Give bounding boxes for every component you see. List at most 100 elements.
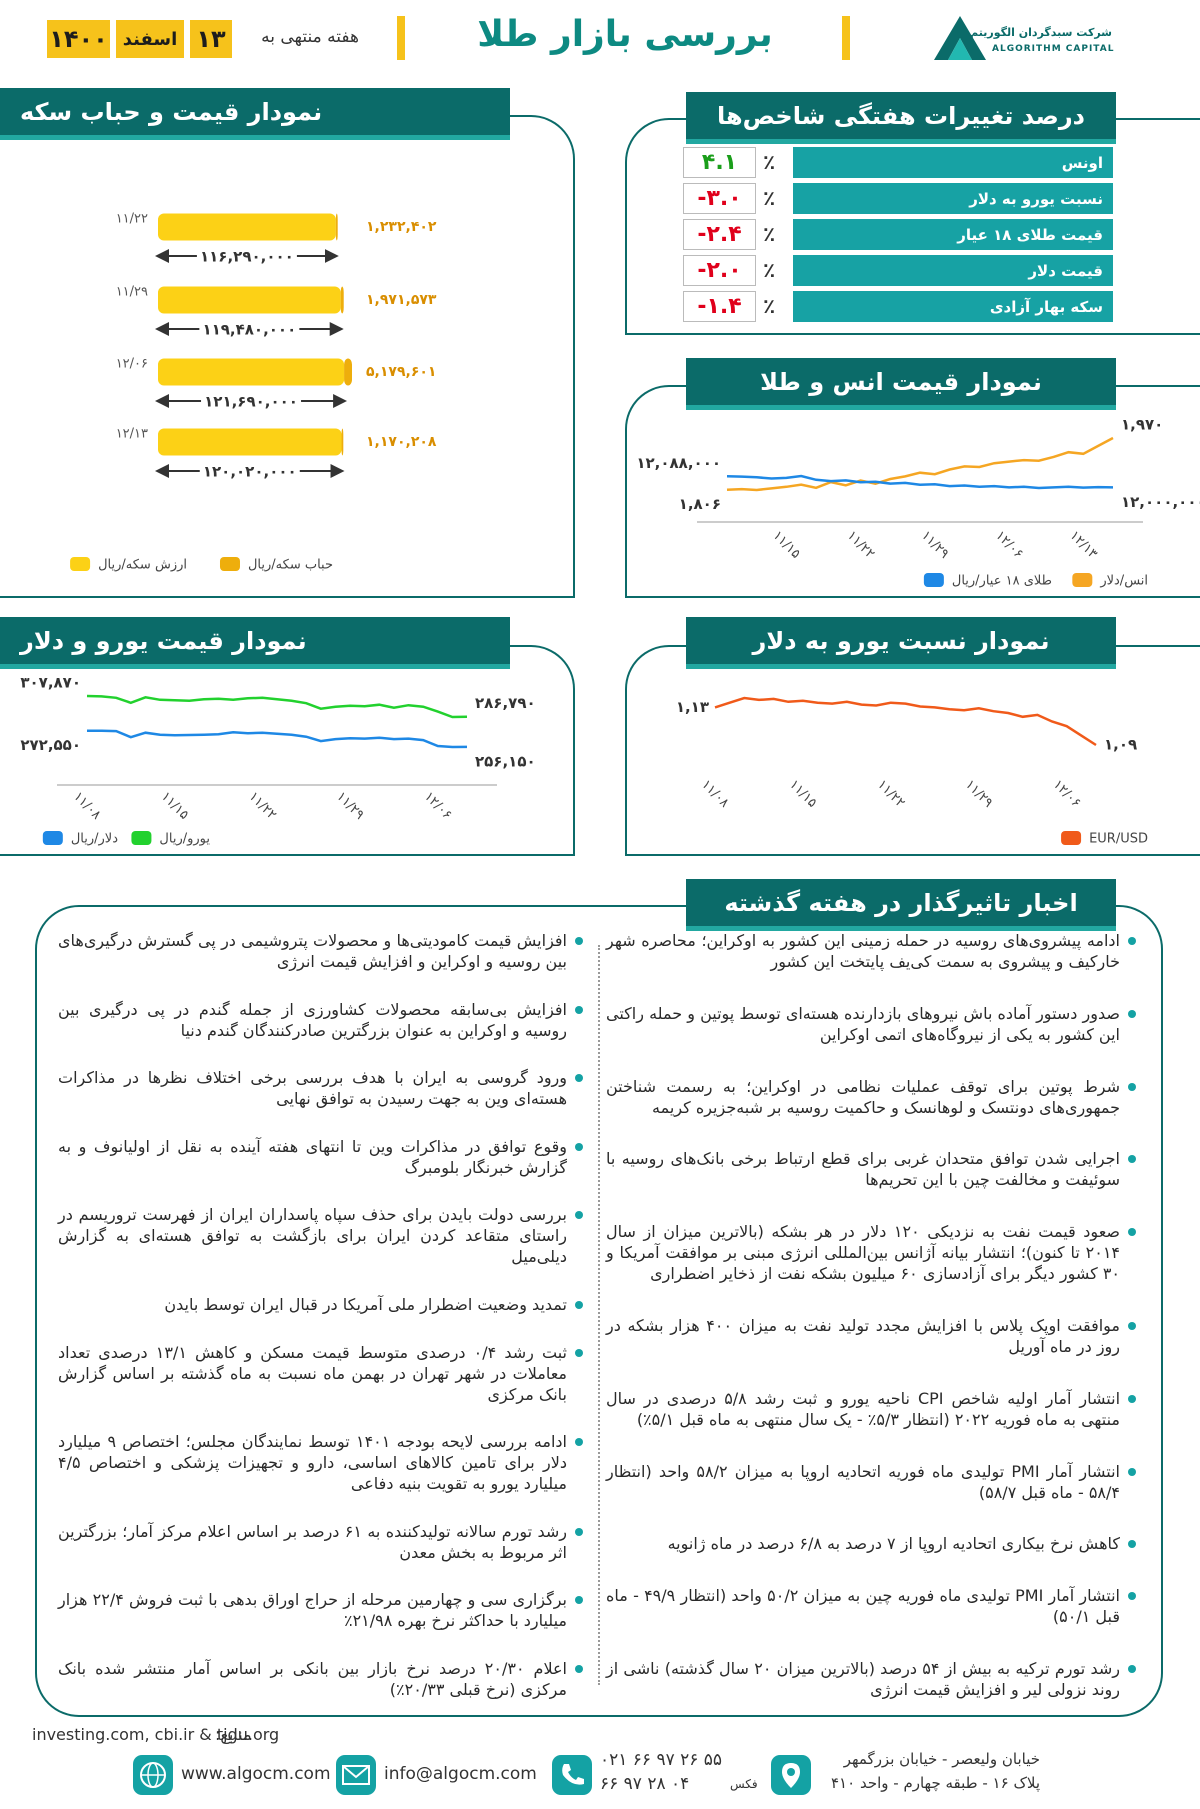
address: پلاک ۱۶ - طبقه چهارم - واحد ۴۱۰ (831, 1774, 1040, 1792)
news-item: کاهش نرخ بیکاری اتحادیه اروپا از ۷ درصد … (606, 1533, 1136, 1554)
index-unit: ٪ (763, 186, 776, 210)
phone-icon (552, 1755, 592, 1795)
web-icon (133, 1755, 173, 1795)
bullet (575, 1300, 583, 1309)
website[interactable]: www.algocm.com (181, 1764, 331, 1784)
section-tab: درصد تغییرات هفتگی شاخص‌ها (686, 92, 1116, 144)
index-name: نسبت یورو به دلار (793, 183, 1113, 214)
divider (842, 16, 850, 60)
news-item: افزایش بی‌سابقه محصولات کشاورزی از جمله … (58, 999, 583, 1041)
bullet (1128, 1540, 1136, 1549)
index-name: قیمت طلای ۱۸ عیار (793, 219, 1113, 250)
news-item: اجرایی شدن توافق متحدان غربی برای قطع ار… (606, 1148, 1136, 1190)
index-unit: ٪ (763, 150, 776, 174)
page-title: بررسی بازار طلا (477, 14, 773, 55)
news-text: شرط پوتین برای توقف عملیات نظامی در اوکر… (606, 1076, 1120, 1117)
news-text: ثبت رشد ۰/۴ درصدی متوسط قیمت مسکن و کاهش… (58, 1342, 567, 1404)
week-label: هفته منتهی به (261, 27, 359, 47)
ounce-panel (625, 385, 1200, 598)
company-name: شرکت سبدگردان الگوریتم (970, 26, 1112, 39)
news-text: وقوع توافق در مذاکرات وین تا انتهای هفته… (58, 1136, 567, 1177)
index-unit: ٪ (763, 294, 776, 318)
news-item: شرط پوتین برای توقف عملیات نظامی در اوکر… (606, 1076, 1136, 1118)
news-item: صدور دستور آماده باش نیروهای بازدارنده ه… (606, 1003, 1136, 1045)
fax: ۶۶ ۹۷ ۲۸ ۰۴ (600, 1774, 690, 1794)
news-item: ورود گروسی به ایران با هدف بررسی برخی اخ… (58, 1067, 583, 1109)
section-tab: اخبار تاثیرگذار در هفته گذشته (686, 879, 1116, 931)
company-name-en: ALGORITHM CAPITAL (992, 44, 1115, 54)
column-separator (598, 945, 600, 1685)
bullet (575, 1596, 583, 1605)
index-name: قیمت دلار (793, 255, 1113, 286)
bullet (1128, 1155, 1136, 1164)
bullet (575, 1074, 583, 1083)
index-unit: ٪ (763, 222, 776, 246)
news-item: اعلام ۲۰/۳۰ درصد نرخ بازار بین بانکی بر … (58, 1658, 583, 1700)
news-item: ادامه بررسی لایحه بودجه ۱۴۰۱ توسط نمایند… (58, 1431, 583, 1494)
news-item: تمدید وضعیت اضطرار ملی آمریکا در قبال ای… (58, 1294, 583, 1315)
bullet (575, 1664, 583, 1673)
location-icon (771, 1755, 811, 1795)
bullet (575, 1142, 583, 1151)
bullet (575, 1348, 583, 1357)
news-item: افزایش قیمت کامودیتی‌ها و محصولات پتروشی… (58, 930, 583, 972)
year: ۱۴۰۰ (47, 20, 110, 58)
news-text: انتشار آمار PMI تولیدی ماه فوریه چین به … (606, 1586, 1121, 1627)
index-name: اونس (793, 147, 1113, 178)
news-item: موافقت اوپک پلاس با افزایش مجدد تولید نف… (606, 1315, 1136, 1357)
day: ۱۳ (190, 20, 232, 58)
bullet (575, 1005, 583, 1014)
news-column: ادامه پیشروی‌های روسیه در حمله زمینی این… (606, 930, 1136, 1700)
news-text: انتشار آمار PMI تولیدی ماه فوریه اتحادیه… (606, 1461, 1120, 1502)
news-item: صعود قیمت نفت به نزدیکی ۱۲۰ دلار در هر ب… (606, 1221, 1136, 1284)
news-text: بررسی دولت بایدن برای حذف سپاه پاسداران … (58, 1205, 567, 1267)
email[interactable]: info@algocm.com (384, 1764, 537, 1784)
news-item: ثبت رشد ۰/۴ درصدی متوسط قیمت مسکن و کاهش… (58, 1342, 583, 1405)
section-tab: نمودار قیمت انس و طلا (686, 358, 1116, 410)
news-item: انتشار آمار PMI تولیدی ماه فوریه اتحادیه… (606, 1461, 1136, 1503)
bullet (575, 1211, 583, 1220)
section-tab: نمودار قیمت یورو و دلار (0, 617, 510, 669)
news-text: ورود گروسی به ایران با هدف بررسی برخی اخ… (58, 1068, 567, 1109)
phone: ۰۲۱ ۶۶ ۹۷ ۲۶ ۵۵ (600, 1750, 723, 1770)
index-name: سکه بهار آزادی (793, 291, 1113, 322)
news-text: موافقت اوپک پلاس با افزایش مجدد تولید نف… (606, 1315, 1120, 1356)
index-value: ۴.۱ (683, 147, 756, 178)
bullet (575, 937, 583, 945)
bullet (1128, 1664, 1136, 1673)
index-value: -۲.۰ (683, 255, 756, 286)
index-value: -۲.۴ (683, 219, 756, 250)
news-text: کاهش نرخ بیکاری اتحادیه اروپا از ۷ درصد … (667, 1534, 1120, 1554)
news-text: صعود قیمت نفت به نزدیکی ۱۲۰ دلار در هر ب… (606, 1222, 1120, 1284)
news-text: اعلام ۲۰/۳۰ درصد نرخ بازار بین بانکی بر … (58, 1658, 568, 1699)
news-text: اجرایی شدن توافق متحدان غربی برای قطع ار… (606, 1149, 1120, 1190)
sources: investing.com, cbi.ir & tjgu.org (32, 1725, 280, 1744)
news-item: وقوع توافق در مذاکرات وین تا انتهای هفته… (58, 1136, 583, 1178)
bullet (1128, 1592, 1136, 1601)
index-value: -۳.۰ (683, 183, 756, 214)
bullet (1128, 1082, 1136, 1091)
news-text: رشد تورم ترکیه به بیش از ۵۴ درصد (بالاتر… (606, 1658, 1121, 1699)
currency-panel (0, 645, 575, 856)
news-panel (35, 905, 1163, 1717)
month: اسفند (116, 20, 184, 58)
coin-panel (0, 115, 575, 598)
divider (397, 16, 405, 60)
news-text: صدور دستور آماده باش نیروهای بازدارنده ه… (606, 1003, 1120, 1044)
news-text: انتشار آمار اولیه شاخص CPI ناحیه یورو و … (606, 1388, 1121, 1429)
news-item: رشد تورم سالانه تولیدکننده به ۶۱ درصد بر… (58, 1521, 583, 1563)
index-unit: ٪ (763, 258, 776, 282)
section-tab: نمودار قیمت و حباب سکه (0, 88, 510, 140)
address: خیابان ولیعصر - خیابان بزرگمهر (843, 1750, 1040, 1768)
news-item: انتشار آمار PMI تولیدی ماه فوریه چین به … (606, 1585, 1136, 1627)
logo-mark (934, 16, 986, 60)
news-text: تمدید وضعیت اضطرار ملی آمریکا در قبال ای… (164, 1294, 567, 1314)
bullet (1128, 1228, 1136, 1237)
news-text: ادامه پیشروی‌های روسیه در حمله زمینی این… (606, 931, 1120, 971)
bullet (1128, 1467, 1136, 1476)
mail-icon (336, 1755, 376, 1795)
index-value: -۱.۴ (683, 291, 756, 322)
news-item: انتشار آمار اولیه شاخص CPI ناحیه یورو و … (606, 1388, 1136, 1430)
section-tab: نمودار نسبت یورو به دلار (686, 617, 1116, 669)
